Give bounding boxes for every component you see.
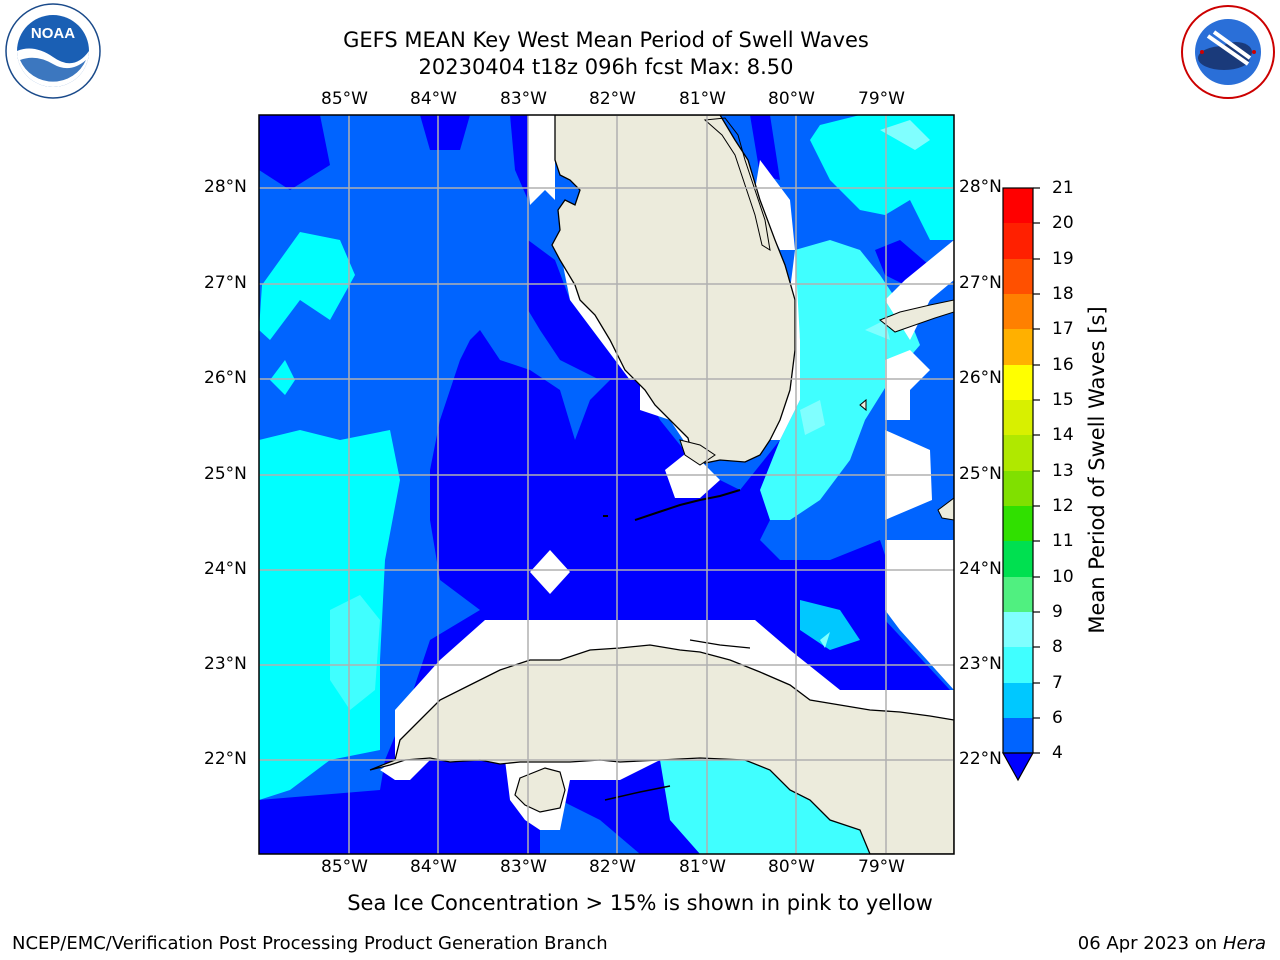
lon-label-top: 80°W xyxy=(768,89,815,109)
colorbar-tick-label: 9 xyxy=(1052,602,1063,622)
no-data-mask-dry-tortugas xyxy=(530,550,570,594)
lat-label-left: 24°N xyxy=(204,559,247,579)
lat-label-right: 23°N xyxy=(959,654,1002,674)
colorbar-tick-label: 11 xyxy=(1052,531,1074,551)
lon-label-top: 81°W xyxy=(679,89,726,109)
colorbar-tick-label: 16 xyxy=(1052,355,1074,375)
lon-label-bottom: 80°W xyxy=(768,857,815,877)
footer-host: Hera xyxy=(1222,933,1266,954)
swell-field-south-cyan xyxy=(660,760,870,854)
lat-label-right: 27°N xyxy=(959,273,1002,293)
footer-credit: NCEP/EMC/Verification Post Processing Pr… xyxy=(12,933,608,954)
colorbar-title: Mean Period of Swell Waves [s] xyxy=(1085,306,1109,634)
colorbar-tick-label: 10 xyxy=(1052,567,1074,587)
map-plot-area xyxy=(259,115,954,854)
lon-label-top: 79°W xyxy=(858,89,905,109)
noaa-logo-text: NOAA xyxy=(31,25,75,42)
chart-title: GEFS MEAN Key West Mean Period of Swell … xyxy=(343,28,869,52)
lon-label-bottom: 82°W xyxy=(589,857,636,877)
nws-logo xyxy=(1181,5,1275,99)
swell-field-west-light xyxy=(330,595,380,710)
lat-label-left: 26°N xyxy=(204,368,247,388)
swell-field-nw-cyan xyxy=(259,232,355,340)
lat-label-right: 24°N xyxy=(959,559,1002,579)
colorbar-tick-label: 17 xyxy=(1052,319,1074,339)
colorbar-tick-label: 13 xyxy=(1052,461,1074,481)
florida-land xyxy=(551,115,796,464)
colorbar-tick-label: 8 xyxy=(1052,637,1063,657)
no-data-mask xyxy=(528,115,555,205)
footer-date-text: 06 Apr 2023 on xyxy=(1077,933,1223,954)
colorbar xyxy=(1001,187,1040,782)
colorbar-tick-label: 4 xyxy=(1052,743,1063,763)
lon-label-bottom: 85°W xyxy=(321,857,368,877)
lon-label-bottom: 79°W xyxy=(858,857,905,877)
lon-label-top: 82°W xyxy=(589,89,636,109)
colorbar-tick-label: 12 xyxy=(1052,496,1074,516)
colorbar-tick-label: 7 xyxy=(1052,673,1063,693)
colorbar-extend-arrow xyxy=(1001,752,1035,782)
lon-label-bottom: 83°W xyxy=(500,857,547,877)
footer-date: 06 Apr 2023 on Hera xyxy=(1078,933,1266,954)
lon-label-top: 83°W xyxy=(500,89,547,109)
lat-label-left: 22°N xyxy=(204,749,247,769)
colorbar-tick-label: 18 xyxy=(1052,284,1074,304)
lon-label-bottom: 81°W xyxy=(679,857,726,877)
colorbar-tick-label: 6 xyxy=(1052,708,1063,728)
lat-label-right: 26°N xyxy=(959,368,1002,388)
colorbar-tick-label: 20 xyxy=(1052,213,1074,233)
colorbar-tick-label: 19 xyxy=(1052,249,1074,269)
graticule xyxy=(259,115,954,854)
lat-label-right: 25°N xyxy=(959,464,1002,484)
lon-label-bottom: 84°W xyxy=(410,857,457,877)
chart-subtitle: 20230404 t18z 096h fcst Max: 8.50 xyxy=(418,55,794,79)
swell-field-west-cyan xyxy=(259,430,400,800)
map-frame xyxy=(258,114,955,855)
lat-label-left: 28°N xyxy=(204,177,247,197)
lon-label-top: 85°W xyxy=(321,89,368,109)
sea-ice-note: Sea Ice Concentration > 15% is shown in … xyxy=(347,891,933,915)
colorbar-tick-label: 15 xyxy=(1052,390,1074,410)
lat-label-right: 22°N xyxy=(959,749,1002,769)
lat-label-left: 27°N xyxy=(204,273,247,293)
noaa-logo: NOAA xyxy=(5,3,101,99)
colorbar-tick-label: 21 xyxy=(1052,178,1074,198)
colorbar-tick-label: 14 xyxy=(1052,425,1074,445)
swell-field-east-light xyxy=(760,240,920,520)
lat-label-left: 25°N xyxy=(204,464,247,484)
lat-label-left: 23°N xyxy=(204,654,247,674)
lon-label-top: 84°W xyxy=(410,89,457,109)
lat-label-right: 28°N xyxy=(959,177,1002,197)
